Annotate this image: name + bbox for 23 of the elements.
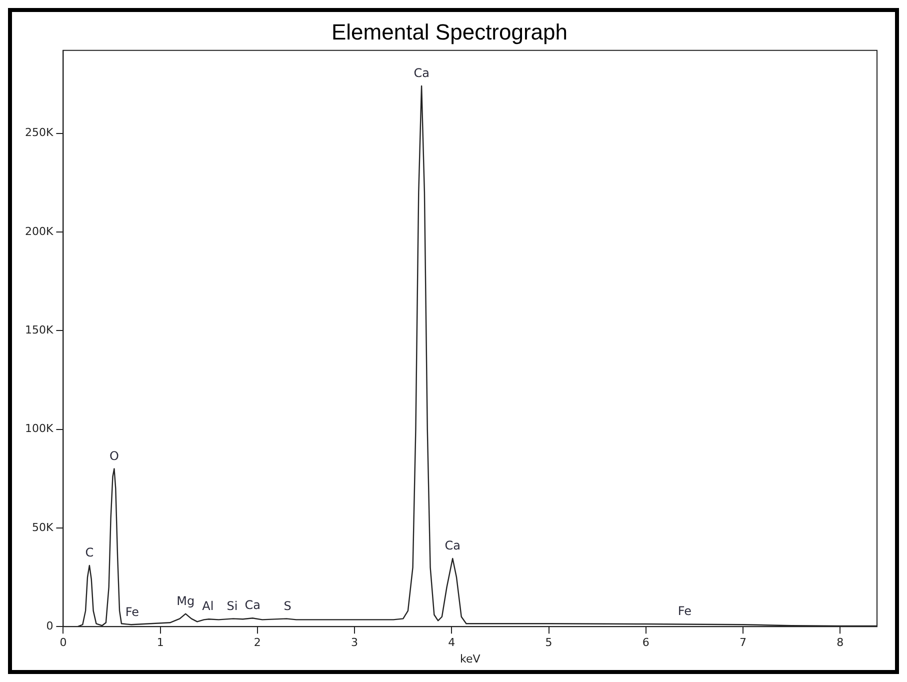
x-tick-label: 7	[739, 636, 746, 650]
y-tick-label: 0	[46, 619, 54, 632]
chart-title: Elemental Spectrograph	[331, 19, 568, 44]
x-tick-label: 0	[60, 636, 67, 650]
y-tick-label: 250K	[24, 126, 54, 140]
annotation: C	[85, 546, 94, 560]
annotation: O	[109, 448, 119, 463]
annotation: Si	[226, 598, 238, 613]
annotation: Mg	[176, 594, 195, 608]
x-tick-label: 1	[156, 636, 164, 650]
x-tick-label: 3	[351, 636, 358, 650]
x-tick-label: 5	[545, 636, 552, 650]
annotation: Fe	[125, 604, 139, 619]
x-tick-label: 8	[836, 636, 844, 650]
x-tick-label: 4	[448, 636, 456, 650]
annotation: Ca	[414, 66, 430, 80]
annotation: Ca	[244, 598, 260, 612]
x-tick-label: 2	[254, 636, 261, 650]
annotation: Al	[202, 599, 214, 614]
annotation: S	[284, 598, 292, 613]
annotation: Ca	[444, 538, 460, 553]
x-tick-label: 6	[642, 636, 650, 650]
annotation: Fe	[678, 604, 692, 618]
